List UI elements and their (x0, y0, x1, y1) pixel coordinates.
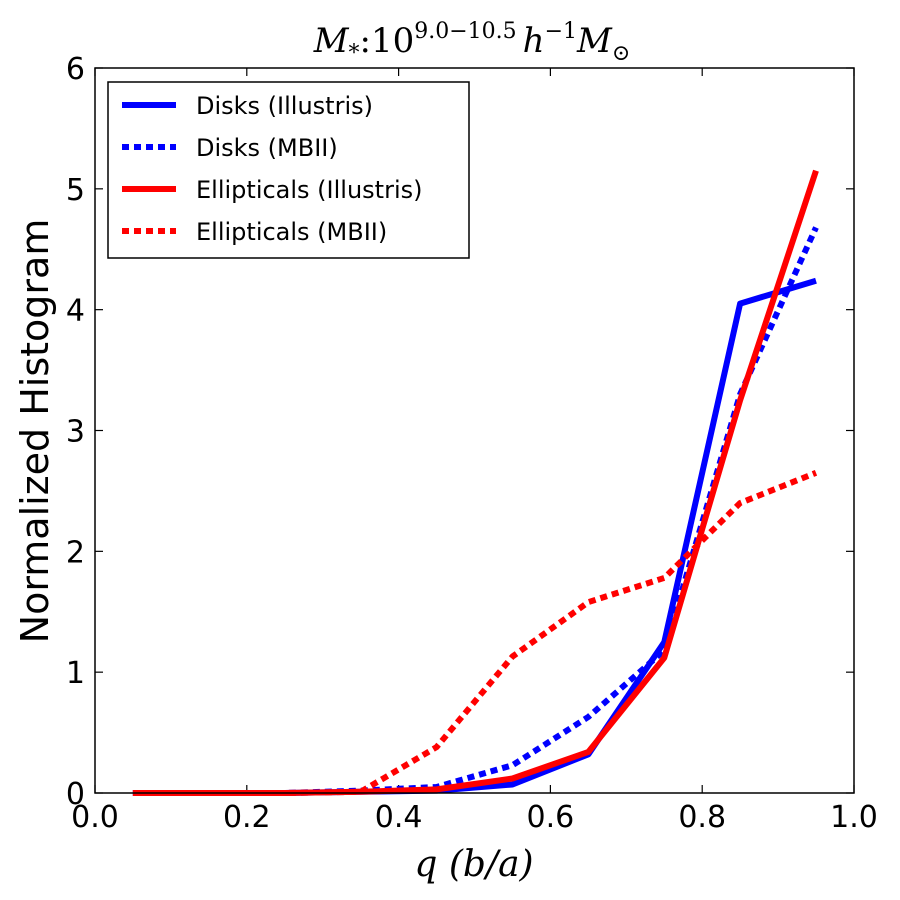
x-tick-label: 0.8 (678, 800, 726, 835)
title-colon: : (360, 21, 371, 61)
y-tick-label: 1 (66, 656, 85, 691)
legend: Disks (Illustris) Disks (MBII) Ellipticals… (107, 81, 470, 259)
y-tick-label: 3 (66, 415, 85, 450)
y-tick-label: 6 (66, 52, 85, 87)
title-base: 10 (371, 21, 414, 61)
series-line-ellipticals-mbii (132, 470, 818, 796)
x-tick-label: 1.0 (830, 800, 878, 835)
legend-label: Ellipticals (Illustris) (196, 176, 423, 204)
y-tick-label: 4 (66, 294, 85, 329)
title-h: h (523, 21, 545, 61)
title-h-exp: −1 (545, 19, 577, 44)
legend-label: Disks (Illustris) (196, 92, 373, 120)
legend-label: Disks (MBII) (196, 134, 338, 162)
title-exp: 9.0−10.5 (414, 19, 516, 44)
y-tick-label: 5 (66, 173, 85, 208)
title-m-sub: ⊙ (612, 41, 630, 66)
title-lhs-sub: * (349, 41, 360, 66)
series-line-disks-mbii (132, 226, 819, 796)
plot-frame (94, 67, 855, 794)
title-m: M (576, 21, 613, 61)
legend-box (107, 81, 470, 259)
x-tick-label: 0.2 (223, 800, 271, 835)
x-axis-label: q (b/a) (414, 844, 533, 885)
y-tick-label: 0 (66, 777, 85, 812)
x-tick-label: 0.4 (375, 800, 423, 835)
x-tick-label: 0.6 (527, 800, 575, 835)
legend-label: Ellipticals (MBII) (196, 218, 387, 246)
title-lhs: M (313, 21, 350, 61)
chart-title: M*:109.0−10.5 h−1M⊙ (313, 19, 631, 66)
series-lines (132, 169, 819, 796)
tick-labels: 0.0 0.2 0.4 0.6 0.8 1.0 0 1 2 3 4 5 6 (66, 52, 878, 835)
x-tick-label: 0.0 (71, 800, 119, 835)
y-axis-label: Normalized Histogram (13, 219, 57, 644)
y-tick-label: 2 (66, 535, 85, 570)
series-line-disks-illustris (132, 277, 817, 796)
